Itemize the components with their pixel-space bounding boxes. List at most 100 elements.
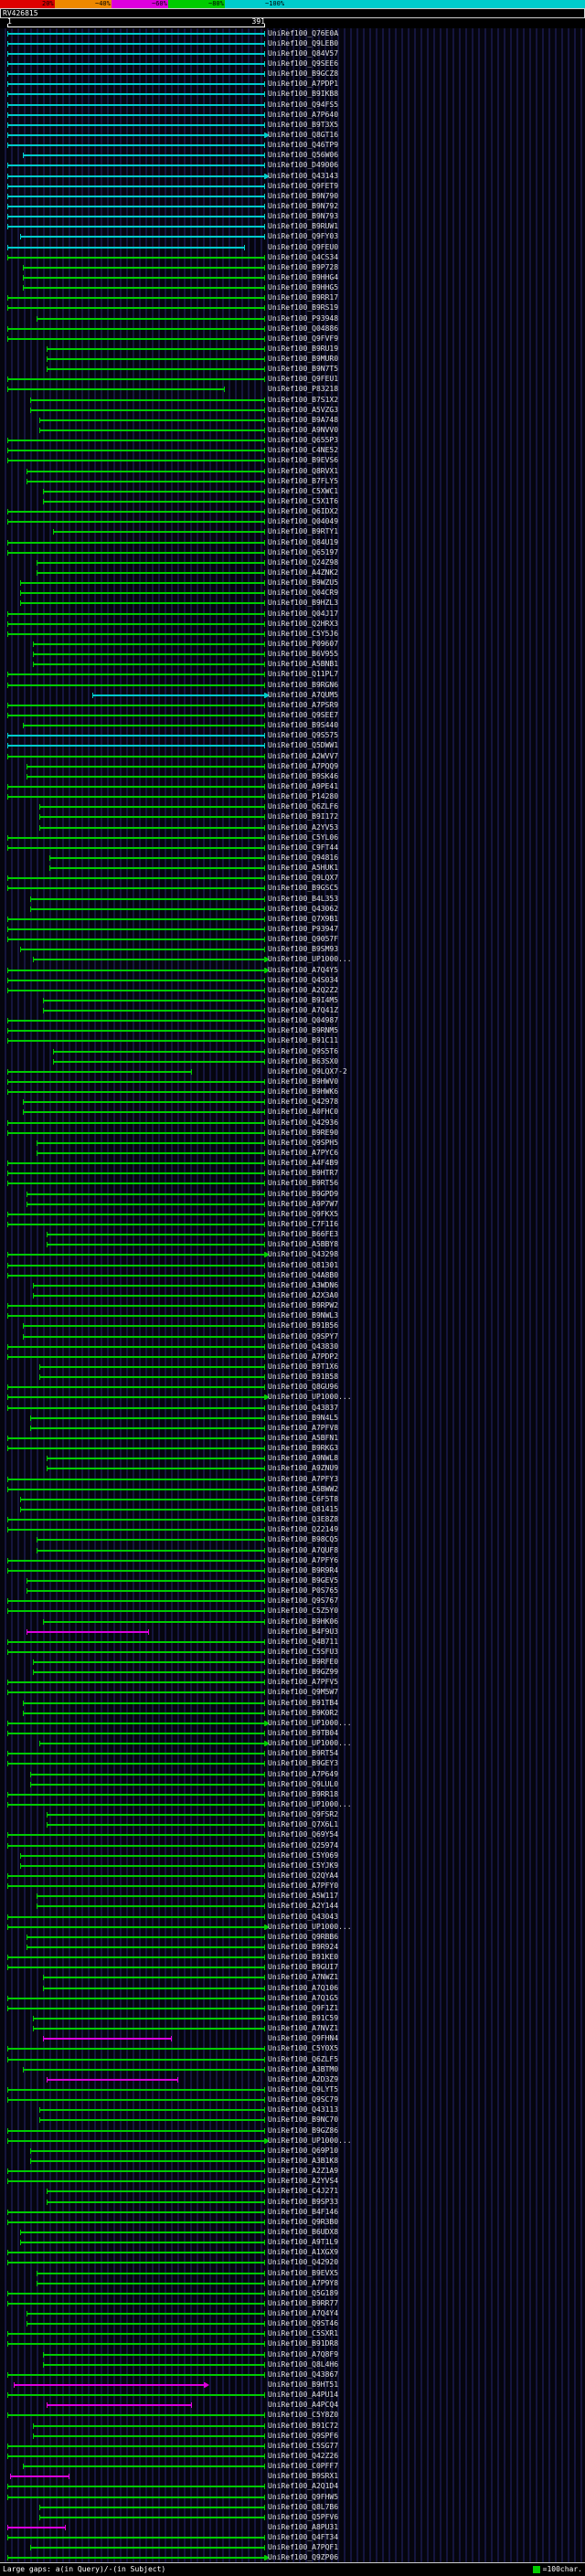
hit-label[interactable]: UniRef100_Q9SPF6 xyxy=(268,2431,339,2440)
hit-bar[interactable] xyxy=(26,1577,266,1584)
hit-bar[interactable] xyxy=(7,672,265,678)
hit-bar[interactable] xyxy=(9,2474,70,2480)
hit-label[interactable]: UniRef100_B9I172 xyxy=(268,812,339,822)
hit-bar[interactable] xyxy=(7,2056,265,2062)
hit-label[interactable]: UniRef100_B9HTR7 xyxy=(268,1169,339,1178)
hit-label[interactable]: UniRef100_Q9SPH5 xyxy=(268,1138,339,1147)
hit-bar[interactable] xyxy=(7,1038,265,1044)
hit-label[interactable]: UniRef100_Q04CR9 xyxy=(268,588,339,598)
hit-label[interactable]: UniRef100_B9R9R4 xyxy=(268,1565,339,1574)
hit-bar[interactable] xyxy=(36,1903,266,1910)
hit-label[interactable]: UniRef100_Q9FET9 xyxy=(268,181,339,190)
hit-label[interactable]: UniRef100_UP1000... xyxy=(268,2136,352,2145)
hit-label[interactable]: UniRef100_Q43062 xyxy=(268,904,339,913)
hit-label[interactable]: UniRef100_Q9FSR2 xyxy=(268,1810,339,1819)
hit-label[interactable]: UniRef100_B9RNM5 xyxy=(268,1026,339,1035)
hit-label[interactable]: UniRef100_Q43867 xyxy=(268,2369,339,2379)
hit-bar[interactable] xyxy=(29,2545,266,2551)
hit-bar[interactable] xyxy=(7,173,270,179)
hit-bar[interactable] xyxy=(19,1852,266,1859)
hit-bar[interactable] xyxy=(7,1079,265,1086)
hit-bar[interactable] xyxy=(7,2168,265,2175)
hit-bar[interactable] xyxy=(7,111,265,118)
hit-bar[interactable] xyxy=(7,519,265,525)
hit-bar[interactable] xyxy=(7,132,270,138)
hit-bar[interactable] xyxy=(7,50,265,57)
hit-bar[interactable] xyxy=(26,2321,266,2327)
hit-label[interactable]: UniRef100_Q25974 xyxy=(268,1840,339,1850)
hit-label[interactable]: UniRef100_A4PU14 xyxy=(268,2390,339,2400)
hit-bar[interactable] xyxy=(23,274,265,281)
hit-bar[interactable] xyxy=(23,1099,265,1106)
hit-bar[interactable] xyxy=(7,101,265,108)
hit-label[interactable]: UniRef100_B9GEY3 xyxy=(268,1759,339,1768)
hit-label[interactable]: UniRef100_Q43837 xyxy=(268,1403,339,1412)
hit-bar[interactable] xyxy=(52,1048,266,1055)
hit-label[interactable]: UniRef100_Q84V57 xyxy=(268,48,339,58)
hit-label[interactable]: UniRef100_C5XWC1 xyxy=(268,486,339,495)
hit-label[interactable]: UniRef100_A3BTM0 xyxy=(268,2064,339,2073)
hit-label[interactable]: UniRef100_A5VZG3 xyxy=(268,405,339,414)
hit-label[interactable]: UniRef100_B9IKB8 xyxy=(268,90,339,99)
hit-bar[interactable] xyxy=(7,60,265,67)
hit-bar[interactable] xyxy=(7,1435,265,1441)
hit-label[interactable]: UniRef100_A5BBY8 xyxy=(268,1240,339,1249)
hit-label[interactable]: UniRef100_B91B58 xyxy=(268,1373,339,1382)
hit-label[interactable]: UniRef100_B63SX0 xyxy=(268,1056,339,1065)
hit-bar[interactable] xyxy=(7,539,265,546)
hit-label[interactable]: UniRef100_Q11PL7 xyxy=(268,670,339,679)
hit-label[interactable]: UniRef100_B9RT54 xyxy=(268,1749,339,1758)
hit-label[interactable]: UniRef100_B91B56 xyxy=(268,1321,339,1330)
hit-bar[interactable] xyxy=(7,1222,265,1228)
hit-bar[interactable] xyxy=(7,1761,265,1767)
hit-bar[interactable] xyxy=(29,2157,266,2164)
hit-bar[interactable] xyxy=(39,428,265,434)
hit-label[interactable]: UniRef100_B9RE90 xyxy=(268,1128,339,1137)
hit-label[interactable]: UniRef100_A5BFN1 xyxy=(268,1433,339,1442)
hit-bar[interactable] xyxy=(7,295,265,302)
hit-label[interactable]: UniRef100_Q9LQX7-2 xyxy=(268,1066,347,1076)
hit-label[interactable]: UniRef100_A5W117 xyxy=(268,1892,339,1901)
hit-label[interactable]: UniRef100_A7Q4Y5 xyxy=(268,965,339,974)
hit-bar[interactable] xyxy=(7,2331,265,2337)
hit-bar[interactable] xyxy=(46,1822,266,1829)
hit-bar[interactable] xyxy=(7,2392,265,2399)
hit-label[interactable]: UniRef100_Q04886 xyxy=(268,323,339,333)
hit-bar[interactable] xyxy=(23,2066,265,2072)
hit-bar[interactable] xyxy=(7,122,265,128)
hit-bar[interactable] xyxy=(7,91,265,98)
hit-bar[interactable] xyxy=(43,488,265,494)
hit-bar[interactable] xyxy=(29,407,266,413)
hit-bar[interactable] xyxy=(7,1343,265,1350)
hit-bar[interactable] xyxy=(7,1832,265,1839)
hit-label[interactable]: UniRef100_A7PDP2 xyxy=(268,1352,339,1361)
hit-label[interactable]: UniRef100_B9GCZ8 xyxy=(268,69,339,79)
hit-bar[interactable] xyxy=(7,203,265,209)
hit-bar[interactable] xyxy=(7,1690,265,1696)
hit-label[interactable]: UniRef100_Q9SEE7 xyxy=(268,710,339,719)
hit-label[interactable]: UniRef100_Q8GT16 xyxy=(268,130,339,139)
hit-bar[interactable] xyxy=(7,1181,265,1187)
hit-label[interactable]: UniRef100_Q8L4H6 xyxy=(268,2359,339,2369)
hit-label[interactable]: UniRef100_Q5PFV6 xyxy=(268,2512,339,2521)
hit-bar[interactable] xyxy=(33,1659,265,1666)
hit-bar[interactable] xyxy=(26,773,266,779)
hit-label[interactable]: UniRef100_UP1000... xyxy=(268,1800,352,1809)
hit-bar[interactable] xyxy=(33,2433,265,2439)
hit-bar[interactable] xyxy=(26,1934,266,1940)
hit-label[interactable]: UniRef100_Q8GU96 xyxy=(268,1383,339,1392)
hit-label[interactable]: UniRef100_B9HHG5 xyxy=(268,283,339,292)
hit-label[interactable]: UniRef100_Q04987 xyxy=(268,1016,339,1025)
hit-label[interactable]: UniRef100_Q9LQX7 xyxy=(268,874,339,883)
hit-label[interactable]: UniRef100_Q76E0A xyxy=(268,28,339,37)
hit-bar[interactable] xyxy=(46,1466,266,1472)
hit-label[interactable]: UniRef100_B9RR18 xyxy=(268,1789,339,1798)
hit-label[interactable]: UniRef100_Q9F1Z1 xyxy=(268,2003,339,2012)
hit-bar[interactable] xyxy=(26,478,266,484)
hit-bar[interactable] xyxy=(7,631,265,637)
hit-bar[interactable] xyxy=(7,2209,265,2215)
hit-bar[interactable] xyxy=(19,600,266,607)
hit-bar[interactable] xyxy=(46,1232,266,1238)
hit-label[interactable]: UniRef100_P0S765 xyxy=(268,1586,339,1595)
hit-label[interactable]: UniRef100_A7PFV8 xyxy=(268,1423,339,1432)
